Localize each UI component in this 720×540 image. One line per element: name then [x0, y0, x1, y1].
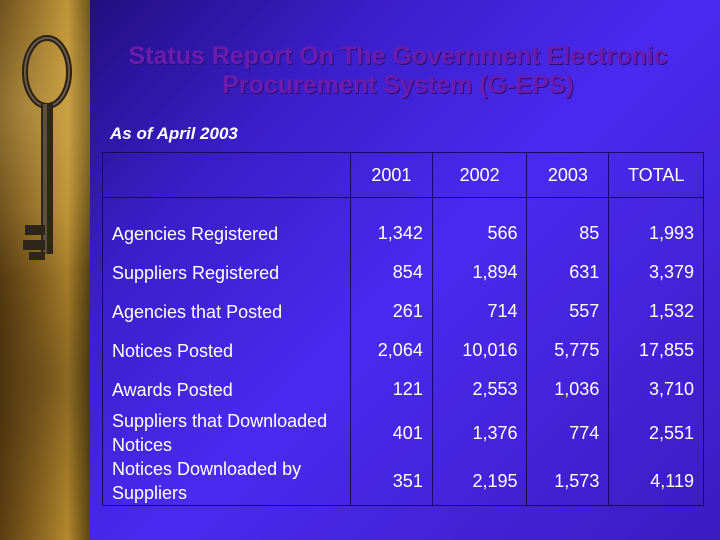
cell-total: 1,993 — [608, 197, 704, 253]
cell-2002: 1,376 — [431, 409, 528, 457]
cell-2002: 10,016 — [431, 331, 528, 370]
cell-2002: 1,894 — [431, 253, 528, 292]
cell-2003: 631 — [526, 253, 610, 292]
row-label: Agencies that Posted — [102, 292, 351, 331]
cell-2003: 774 — [526, 409, 610, 457]
header-2003: 2003 — [526, 152, 610, 198]
header-2002: 2002 — [431, 152, 528, 198]
cell-2003: 5,775 — [526, 331, 610, 370]
cell-2001: 1,342 — [350, 197, 433, 253]
cell-2002: 566 — [431, 197, 528, 253]
decorative-strip — [0, 0, 90, 540]
row-label: Notices Downloaded by Suppliers — [102, 457, 351, 506]
title-line-2: Procurement System (G-EPS) — [222, 71, 574, 99]
cell-2001: 854 — [350, 253, 433, 292]
header-total: TOTAL — [608, 152, 704, 198]
cell-2002: 2,553 — [431, 370, 528, 409]
cell-total: 17,855 — [608, 331, 704, 370]
row-label: Awards Posted — [102, 370, 351, 409]
title-line-1: Status Report On The Government Electron… — [128, 42, 668, 70]
table-row: Suppliers Registered 854 1,894 631 3,379 — [102, 253, 704, 292]
cell-total: 1,532 — [608, 292, 704, 331]
cell-2001: 401 — [350, 409, 433, 457]
row-label: Notices Posted — [102, 331, 351, 370]
antique-key-icon — [22, 35, 72, 260]
cell-2001: 121 — [350, 370, 433, 409]
table-row: Agencies that Posted 261 714 557 1,532 — [102, 292, 704, 331]
cell-2002: 2,195 — [431, 457, 528, 506]
header-blank — [102, 152, 351, 198]
cell-total: 3,710 — [608, 370, 704, 409]
cell-total: 3,379 — [608, 253, 704, 292]
cell-2003: 85 — [526, 197, 610, 253]
header-2001: 2001 — [350, 152, 433, 198]
cell-2003: 1,036 — [526, 370, 610, 409]
cell-2003: 557 — [526, 292, 610, 331]
header-row: 2001 2002 2003 TOTAL — [102, 152, 704, 198]
row-label: Suppliers Registered — [102, 253, 351, 292]
cell-2003: 1,573 — [526, 457, 610, 506]
report-date: As of April 2003 — [110, 124, 238, 143]
cell-2002: 714 — [431, 292, 528, 331]
slide-title: Status Report On The Government Electron… — [96, 42, 700, 100]
table-row: Awards Posted 121 2,553 1,036 3,710 — [102, 370, 704, 409]
cell-2001: 2,064 — [350, 331, 433, 370]
table-row: Notices Posted 2,064 10,016 5,775 17,855 — [102, 331, 704, 370]
table-row: Notices Downloaded by Suppliers 351 2,19… — [102, 457, 704, 506]
status-table: 2001 2002 2003 TOTAL Agencies Registered… — [102, 152, 704, 506]
table-row: Agencies Registered 1,342 566 85 1,993 — [102, 197, 704, 253]
cell-total: 2,551 — [608, 409, 704, 457]
row-label: Suppliers that Downloaded Notices — [102, 409, 351, 457]
cell-total: 4,119 — [608, 457, 704, 506]
row-label: Agencies Registered — [102, 197, 351, 253]
cell-2001: 351 — [350, 457, 433, 506]
table-row: Suppliers that Downloaded Notices 401 1,… — [102, 409, 704, 457]
cell-2001: 261 — [350, 292, 433, 331]
